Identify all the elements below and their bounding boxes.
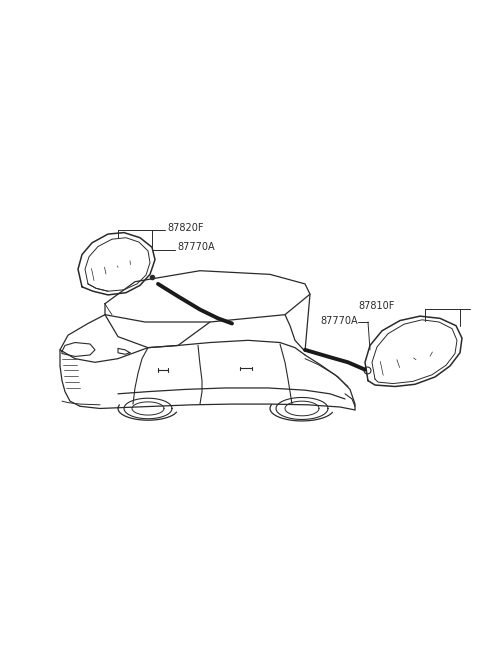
Text: 87770A: 87770A xyxy=(320,316,358,326)
Text: 87820F: 87820F xyxy=(167,223,204,233)
Text: 87770A: 87770A xyxy=(177,242,215,252)
Text: 87810F: 87810F xyxy=(358,301,395,311)
